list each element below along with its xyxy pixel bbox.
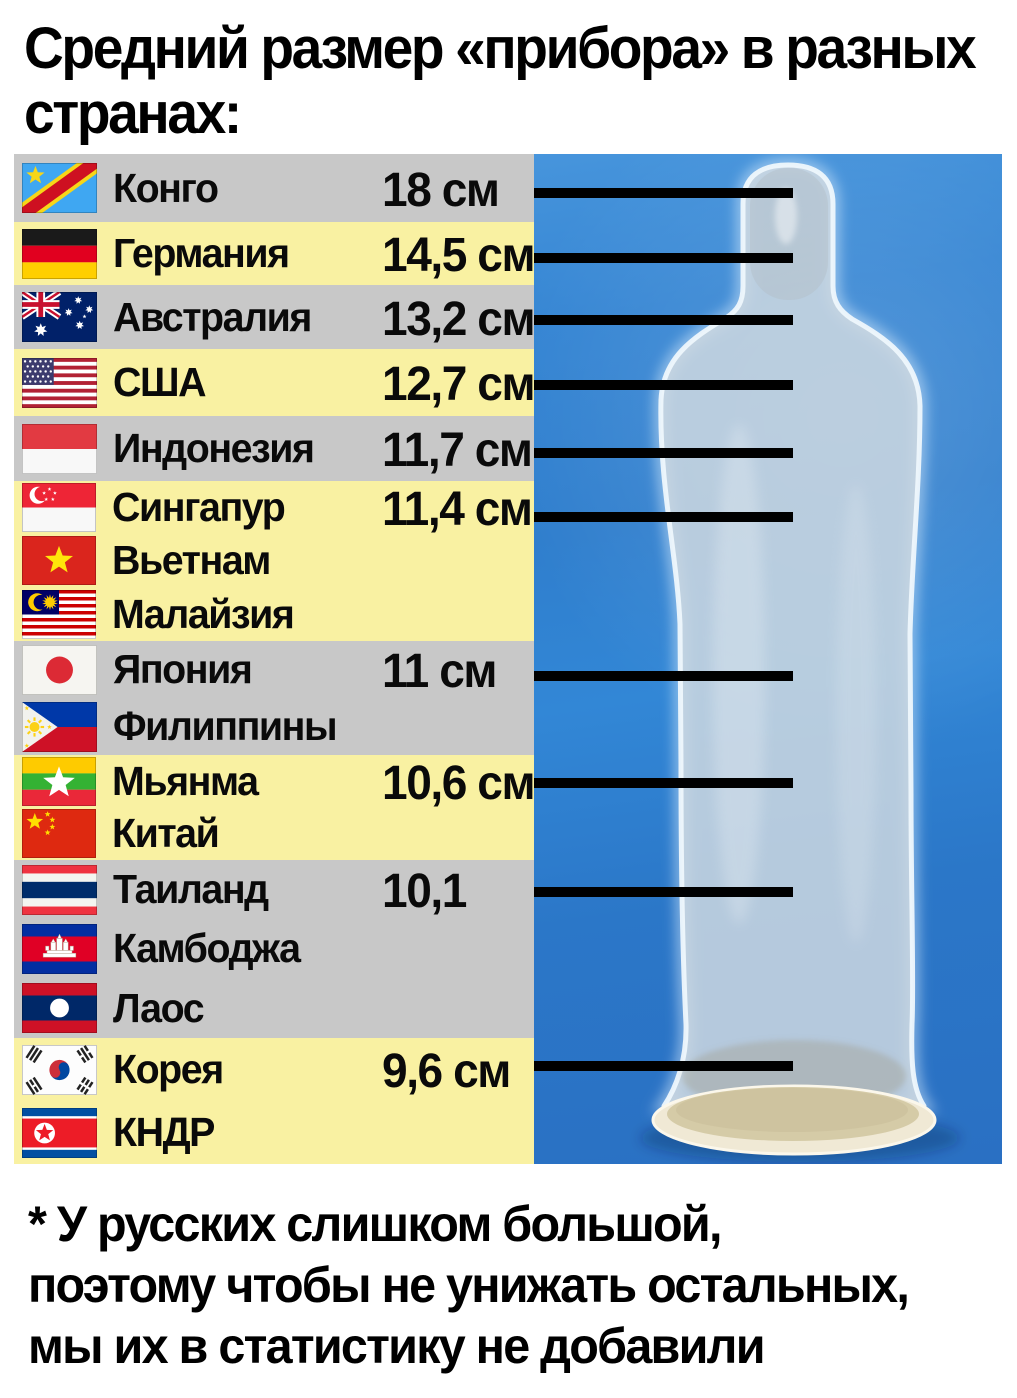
length-marker-line [534, 778, 793, 788]
country-line: США [14, 349, 534, 416]
country-name: Индонезия [113, 425, 315, 471]
country-name: Таиланд [113, 866, 269, 913]
country-line: Таиланд [14, 860, 534, 919]
flag-cn-icon [22, 809, 96, 859]
country-name: Филиппины [113, 703, 338, 749]
size-value: 18 см [382, 163, 500, 217]
country-name: Мьянма [112, 757, 259, 804]
country-line: Вьетнам [14, 534, 534, 587]
length-marker-line [534, 380, 793, 390]
country-line: Конго [14, 154, 534, 222]
country-line: Малайзия [14, 588, 534, 641]
flag-de-icon [22, 228, 97, 279]
country-line: Индонезия [14, 416, 534, 481]
country-line: Австралия [14, 285, 534, 349]
footnote-line-3: мы их в статистику не добавили [28, 1318, 766, 1374]
flag-jp-icon [22, 644, 97, 695]
country-line: Германия [14, 222, 534, 285]
country-name: Германия [113, 230, 290, 276]
length-marker-line [534, 671, 793, 681]
country-size-table: Конго 18 см Германия 14,5 см Австралия 13,2 с… [14, 154, 536, 1164]
size-value: 11,4 см [382, 483, 533, 537]
flag-kh-icon [22, 923, 97, 974]
flag-kr-icon [22, 1044, 97, 1095]
length-marker-line [534, 315, 793, 325]
flag-th-icon [22, 864, 97, 915]
flag-vn-icon [22, 536, 96, 586]
size-value: 9,6 см [382, 1045, 511, 1098]
length-marker-line [534, 1061, 793, 1071]
flag-my-icon [22, 589, 96, 639]
country-name: США [113, 359, 207, 405]
flag-sg-icon [22, 483, 96, 533]
country-name: Япония [113, 646, 253, 692]
country-name: Китай [112, 810, 220, 857]
country-line: КНДР [14, 1101, 534, 1164]
flag-la-icon [22, 983, 97, 1034]
flag-cd-icon [22, 163, 97, 213]
country-row: Сингапур Вьетнам Малайзия 11,4 см [14, 481, 534, 641]
country-name: Лаос [113, 984, 205, 1031]
measurement-panel [534, 154, 1002, 1164]
country-row: Мьянма Китай 10,6 см [14, 755, 536, 861]
length-marker-line [534, 188, 793, 198]
country-row: Конго 18 см [14, 154, 534, 222]
size-value: 11 см [382, 645, 497, 698]
country-line: Лаос [14, 979, 534, 1038]
country-name: КНДР [113, 1109, 215, 1155]
footnote-line-1: * У русских слишком большой, [28, 1196, 722, 1252]
flag-mm-icon [22, 756, 96, 806]
country-name: Сингапур [112, 484, 286, 531]
country-row: Таиланд Камбоджа Лаос 10,1 [14, 860, 534, 1038]
flag-ph-icon [22, 701, 97, 752]
flag-us-icon [22, 357, 97, 408]
condom-illustration [640, 157, 960, 1162]
title-line-1: Средний размер «прибора» в разных [24, 16, 977, 81]
country-name: Корея [113, 1046, 224, 1092]
country-line: Япония [14, 641, 534, 698]
length-marker-line [534, 512, 793, 522]
country-line: Корея [14, 1038, 534, 1101]
country-row: Германия 14,5 см [14, 222, 536, 285]
flag-au-icon [22, 292, 97, 342]
country-line: Сингапур [14, 481, 534, 534]
country-name: Малайзия [112, 590, 295, 637]
length-marker-line [534, 448, 793, 458]
size-value: 12,7 см [382, 358, 536, 411]
country-line: Китай [14, 808, 534, 861]
country-name: Вьетнам [112, 537, 271, 584]
country-row: США 12,7 см [14, 349, 536, 416]
title-line-2: странах: [24, 81, 242, 146]
country-name: Австралия [113, 293, 312, 340]
infographic-title: Средний размер «прибора» в разных страна… [24, 16, 977, 146]
size-value: 14,5 см [382, 229, 536, 282]
country-name: Камбоджа [113, 925, 301, 972]
size-value: 13,2 см [382, 292, 536, 346]
length-marker-line [534, 887, 793, 897]
size-value: 10,6 см [382, 756, 536, 810]
country-line: Филиппины [14, 698, 534, 755]
country-row: Индонезия 11,7 см [14, 416, 534, 481]
footnote: * У русских слишком большой, поэтому что… [28, 1194, 910, 1377]
size-value: 10,1 [382, 865, 467, 919]
country-row: Корея КНДР 9,6 см [14, 1038, 534, 1164]
size-value: 11,7 см [382, 424, 533, 477]
flag-kp-icon [22, 1107, 97, 1158]
length-marker-line [534, 253, 793, 263]
country-row: Япония Филиппины 11 см [14, 641, 534, 755]
country-name: Конго [113, 164, 219, 211]
footnote-line-2: поэтому чтобы не унижать остальных, [28, 1257, 910, 1313]
country-row: Австралия 13,2 см [14, 285, 536, 349]
country-line: Камбоджа [14, 919, 534, 978]
country-line: Мьянма [14, 755, 534, 808]
flag-id-icon [22, 423, 97, 474]
